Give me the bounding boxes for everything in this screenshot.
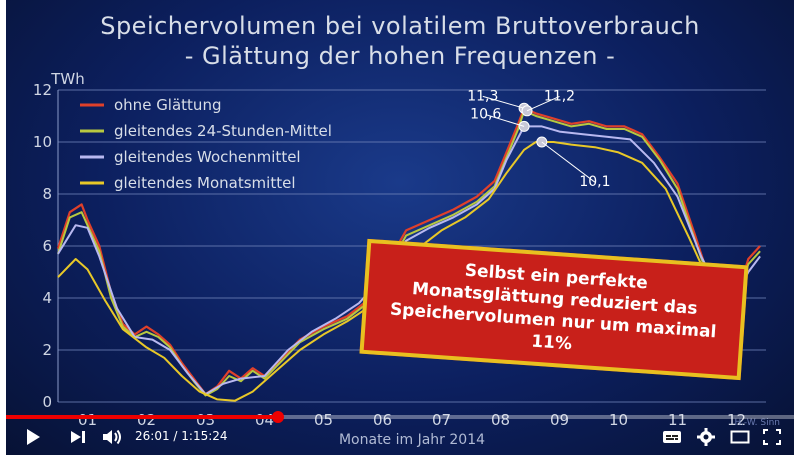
video-frame[interactable]: Speichervolumen bei volatilem Bruttoverb… [6,0,794,455]
volume-button[interactable] [100,424,126,450]
annotation-leader-3 [541,141,596,183]
annotation-leader-0 [482,95,525,109]
chart-title-line-1: Speichervolumen bei volatilem Bruttoverb… [100,12,700,40]
subtitles-icon [663,431,681,443]
time-display: 26:01 / 1:15:24 [135,429,228,443]
y-tick-label-1: 2 [42,341,52,359]
progress-played [6,415,278,419]
x-tick-label-5: 06 [373,411,392,429]
play-button[interactable] [20,424,46,450]
x-tick-label-9: 10 [609,411,628,429]
y-tick-label-0: 0 [42,393,52,411]
watermark: H.-W. Sinn [734,418,780,428]
gear-icon [697,428,715,446]
annotation-leader-2 [485,114,525,127]
annotation-label-0: 11,3 [467,88,498,104]
y-tick-label-6: 12 [33,81,52,99]
y-tick-label-5: 10 [33,133,52,151]
theater-mode-button[interactable] [728,424,752,450]
volume-icon [103,429,121,445]
progress-scrubber[interactable] [271,411,284,423]
x-tick-label-8: 09 [550,411,569,429]
settings-button[interactable] [694,424,718,450]
x-tick-label-6: 07 [432,411,451,429]
player-controls: 26:01 / 1:15:24 [6,424,794,450]
fullscreen-button[interactable] [760,424,784,450]
duration: 1:15:24 [181,429,228,443]
y-tick-label-4: 8 [42,185,52,203]
play-icon [27,429,40,445]
next-icon [71,431,85,443]
progress-bar[interactable] [6,411,794,423]
x-axis-label: Monate im Jahr 2014 [339,432,485,448]
x-tick-label-4: 05 [314,411,333,429]
subtitles-button[interactable] [660,424,684,450]
chart-title-line-2: - Glättung der hohen Frequenzen - [184,42,616,70]
theater-icon [730,430,750,444]
time-separator: / [169,429,182,443]
y-tick-label-3: 6 [42,237,52,255]
legend-label-1: gleitendes 24-Stunden-Mittel [114,122,332,140]
annotation-leader-1 [526,95,560,112]
x-tick-label-7: 08 [491,411,510,429]
x-tick-label-11: 12 [727,411,746,429]
current-time: 26:01 [135,429,170,443]
fullscreen-icon [763,429,781,445]
legend-label-2: gleitendes Wochenmittel [114,148,301,166]
y-tick-label-2: 4 [42,289,52,307]
next-button[interactable] [66,424,90,450]
callout-text: Selbst ein perfekte Monatsglättung reduz… [389,260,718,354]
legend-label-3: gleitendes Monatsmittel [114,174,296,192]
annotation-label-1: 11,2 [544,88,575,104]
annotation-label-2: 10,6 [470,107,501,123]
x-tick-label-10: 11 [668,411,687,429]
legend-label-0: ohne Glättung [114,96,221,114]
annotation-label-3: 10,1 [579,174,610,190]
y-axis-label: TWh [50,70,85,88]
